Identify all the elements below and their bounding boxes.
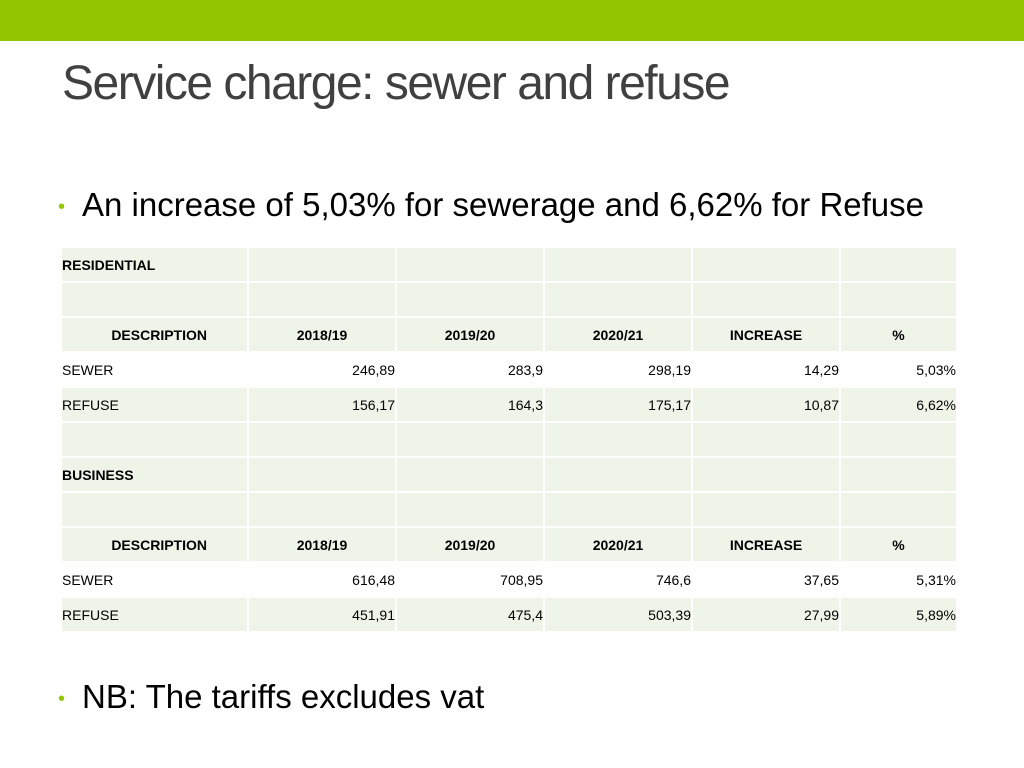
table-row: SEWER 616,48 708,95 746,6 37,65 5,31% [62,563,956,596]
table-cell: 5,31% [841,563,956,596]
header-row: DESCRIPTION 2018/19 2019/20 2020/21 INCR… [62,528,956,561]
bullet-vat-note: • NB: The tariffs excludes vat [58,678,484,716]
header-cell: DESCRIPTION [62,528,247,561]
header-cell: DESCRIPTION [62,318,247,351]
section-row-residential: RESIDENTIAL [62,248,956,281]
tariff-table: RESIDENTIAL DESCRIPTION 2018/19 2019/20 … [60,246,958,633]
table-cell: 283,9 [397,353,543,386]
header-cell: INCREASE [693,528,839,561]
bullet-dot-icon: • [58,195,66,218]
row-label: REFUSE [62,598,247,631]
header-cell: 2019/20 [397,528,543,561]
bullet-increase: • An increase of 5,03% for sewerage and 6… [58,186,924,224]
row-label: REFUSE [62,388,247,421]
table-cell: 14,29 [693,353,839,386]
header-cell: % [841,528,956,561]
table-cell: 708,95 [397,563,543,596]
row-label: SEWER [62,353,247,386]
section-label: BUSINESS [62,458,247,491]
table-cell: 5,89% [841,598,956,631]
row-label: SEWER [62,563,247,596]
table-cell: 475,4 [397,598,543,631]
table-cell: 503,39 [545,598,691,631]
table-cell: 298,19 [545,353,691,386]
table-row: REFUSE 156,17 164,3 175,17 10,87 6,62% [62,388,956,421]
bullet-text: NB: The tariffs excludes vat [82,678,485,715]
table-row: REFUSE 451,91 475,4 503,39 27,99 5,89% [62,598,956,631]
bullet-dot-icon: • [58,687,66,710]
header-cell: 2018/19 [249,318,395,351]
table-cell: 6,62% [841,388,956,421]
table-cell: 246,89 [249,353,395,386]
table-cell: 27,99 [693,598,839,631]
spacer-row [62,423,956,456]
bullet-text: An increase of 5,03% for sewerage and 6,… [82,186,924,223]
table-cell: 5,03% [841,353,956,386]
table-cell: 451,91 [249,598,395,631]
top-accent-bar [0,0,1024,41]
header-cell: 2020/21 [545,318,691,351]
header-cell: 2019/20 [397,318,543,351]
table-cell: 175,17 [545,388,691,421]
header-cell: % [841,318,956,351]
spacer-row [62,283,956,316]
header-cell: 2018/19 [249,528,395,561]
header-cell: 2020/21 [545,528,691,561]
slide-title: Service charge: sewer and refuse [62,57,731,110]
section-row-business: BUSINESS [62,458,956,491]
table-cell: 156,17 [249,388,395,421]
table-cell: 10,87 [693,388,839,421]
table-cell: 37,65 [693,563,839,596]
section-label: RESIDENTIAL [62,248,247,281]
table-cell: 164,3 [397,388,543,421]
table-cell: 746,6 [545,563,691,596]
table-cell: 616,48 [249,563,395,596]
header-row: DESCRIPTION 2018/19 2019/20 2020/21 INCR… [62,318,956,351]
header-cell: INCREASE [693,318,839,351]
table-row: SEWER 246,89 283,9 298,19 14,29 5,03% [62,353,956,386]
spacer-row [62,493,956,526]
